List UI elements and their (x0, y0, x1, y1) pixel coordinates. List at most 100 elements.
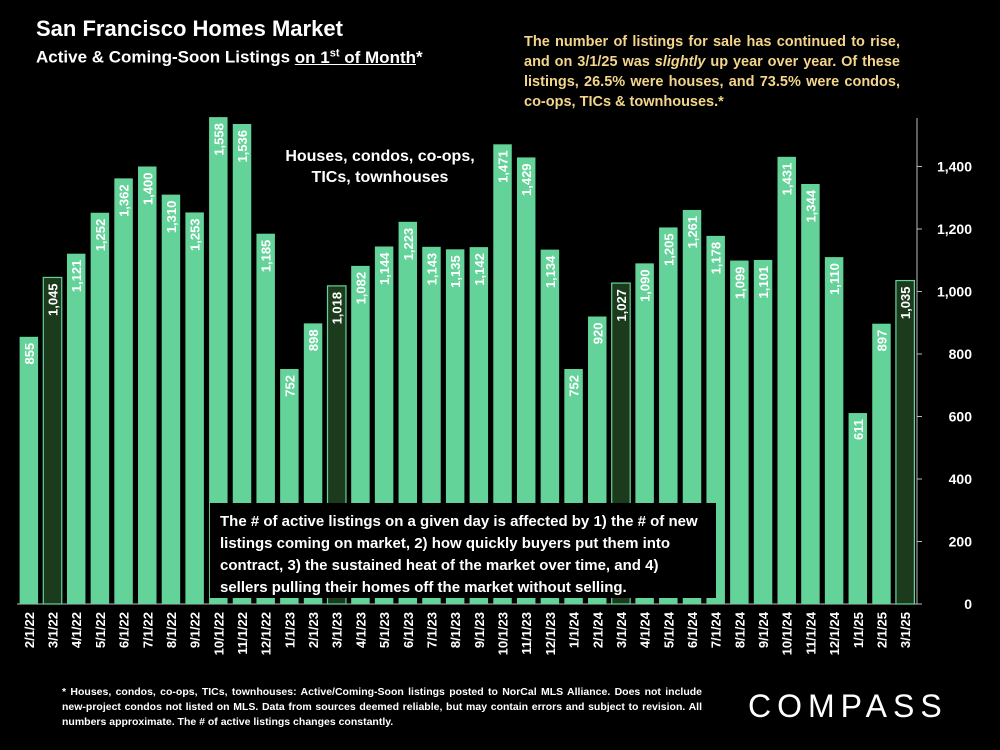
bar (753, 259, 773, 604)
x-tick-label: 11/1/24 (803, 611, 818, 654)
data-label: 1,134 (543, 255, 558, 288)
x-tick-label: 10/1/24 (780, 611, 795, 655)
data-label: 1,082 (353, 272, 368, 305)
x-tick-label: 3/1/25 (898, 612, 913, 648)
data-label: 611 (851, 419, 866, 440)
data-label: 1,135 (448, 255, 463, 288)
series-label: Houses, condos, co-ops, TICs, townhouses (285, 148, 475, 186)
x-tick-label: 9/1/23 (472, 612, 487, 648)
bar (42, 276, 63, 605)
x-tick-label: 2/1/24 (590, 611, 605, 648)
bar (66, 253, 86, 604)
data-label: 1,252 (93, 219, 108, 252)
bar (777, 156, 796, 604)
y-tick-label: 400 (949, 471, 973, 487)
bar (232, 124, 252, 604)
summary-note: The number of listings for sale has cont… (524, 34, 900, 110)
bar (516, 157, 536, 604)
data-label: 1,471 (496, 150, 511, 183)
x-tick-label: 8/1/22 (164, 612, 179, 648)
data-label: 1,121 (69, 260, 84, 293)
data-label: 1,400 (140, 173, 155, 206)
chart-subtitle: Active & Coming-Soon Listings on 1st of … (36, 47, 423, 67)
x-tick-label: 11/1/23 (519, 612, 534, 655)
data-label: 1,205 (661, 233, 676, 266)
data-label: 1,018 (330, 292, 345, 325)
data-label: 1,090 (638, 269, 653, 302)
x-tick-label: 2/1/25 (874, 612, 889, 648)
bar (730, 260, 749, 604)
data-label: 855 (22, 343, 37, 365)
x-tick-label: 4/1/22 (69, 612, 84, 648)
x-tick-label: 11/1/22 (235, 612, 250, 655)
x-tick-label: 5/1/23 (377, 612, 392, 648)
callout-note: The # of active listings on a given day … (210, 503, 716, 598)
chart-title: San Francisco Homes Market (36, 16, 343, 41)
data-label: 1,144 (377, 252, 392, 285)
x-tick-label: 7/1/23 (424, 612, 439, 648)
data-label: 1,431 (780, 163, 795, 196)
x-tick-label: 6/1/22 (117, 612, 132, 648)
bar (824, 257, 844, 604)
y-tick-label: 1,200 (937, 221, 972, 237)
data-label: 920 (590, 323, 605, 345)
data-label: 1,045 (46, 283, 61, 316)
x-tick-label: 10/1/22 (211, 612, 226, 655)
bar (801, 184, 820, 604)
x-tick-label: 1/1/25 (851, 612, 866, 648)
data-label: 1,261 (685, 216, 700, 249)
x-tick-label: 9/1/22 (188, 612, 203, 648)
x-tick-label: 2/1/22 (22, 612, 37, 648)
x-tick-label: 10/1/23 (496, 612, 511, 655)
bar (114, 178, 133, 604)
x-tick-label: 4/1/24 (638, 611, 653, 648)
x-tick-label: 3/1/22 (46, 612, 61, 648)
bar (848, 413, 868, 604)
x-tick-label: 7/1/22 (140, 612, 155, 648)
data-label: 752 (282, 375, 297, 397)
bar (493, 144, 512, 604)
x-tick-label: 8/1/23 (448, 612, 463, 648)
x-tick-label: 8/1/24 (732, 611, 747, 648)
data-label: 752 (567, 375, 582, 397)
data-label: 1,185 (259, 240, 274, 273)
bar (872, 323, 891, 604)
bar (185, 212, 204, 604)
y-tick-label: 1,000 (937, 284, 972, 300)
bar (161, 194, 181, 604)
x-tick-label: 1/1/24 (567, 611, 582, 648)
data-label: 1,429 (519, 163, 534, 196)
data-label: 1,253 (188, 218, 203, 251)
data-label: 1,142 (472, 253, 487, 286)
y-tick-label: 0 (964, 596, 972, 612)
x-tick-label: 6/1/24 (685, 611, 700, 648)
data-label: 1,027 (614, 289, 629, 322)
x-tick-label: 1/1/23 (282, 612, 297, 648)
x-tick-label: 5/1/22 (93, 612, 108, 648)
x-tick-label: 5/1/24 (661, 611, 676, 648)
x-tick-label: 2/1/23 (306, 612, 321, 648)
data-label: 1,344 (803, 189, 818, 222)
data-label: 1,536 (235, 130, 250, 163)
bar (90, 212, 110, 604)
data-label: 1,362 (117, 184, 132, 217)
x-tick-label: 12/1/22 (259, 612, 274, 655)
x-tick-label: 12/1/24 (827, 611, 842, 655)
bar (895, 279, 915, 605)
x-tick-label: 6/1/23 (401, 612, 416, 648)
compass-logo: COMPASS (748, 688, 948, 724)
data-label: 1,035 (898, 287, 913, 320)
data-label: 897 (874, 330, 889, 352)
x-tick-label: 4/1/23 (353, 612, 368, 648)
x-tick-label: 7/1/24 (709, 611, 724, 648)
bar (19, 336, 39, 604)
bar (138, 166, 157, 604)
footnote: * Houses, condos, co-ops, TICs, townhous… (62, 686, 702, 728)
x-tick-label: 12/1/23 (543, 612, 558, 655)
data-label: 1,178 (709, 242, 724, 275)
data-label: 1,558 (211, 123, 226, 156)
data-label: 1,223 (401, 228, 416, 261)
y-tick-label: 600 (949, 409, 973, 425)
data-label: 1,143 (424, 253, 439, 286)
